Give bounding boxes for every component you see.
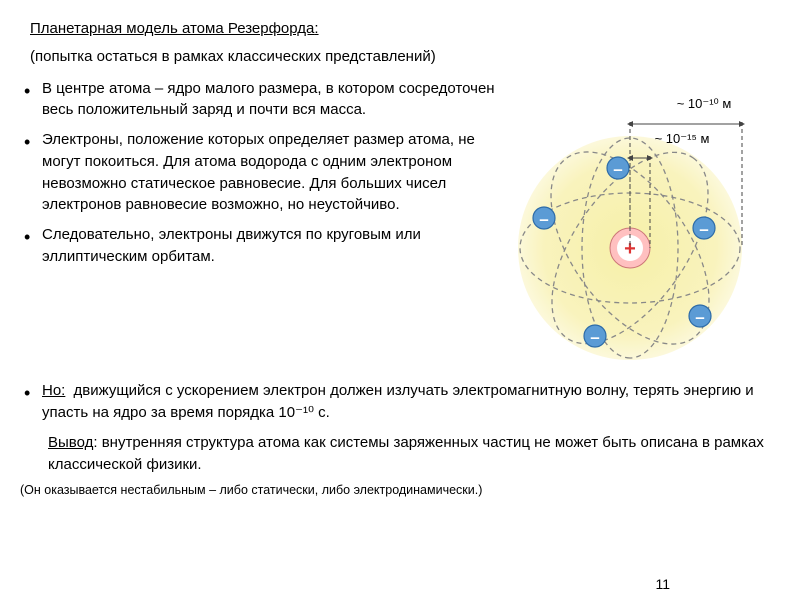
minus-icon: –	[590, 327, 599, 346]
list-item-no: Но: движущийся с ускорением электрон дол…	[20, 380, 780, 424]
minus-icon: –	[695, 307, 704, 326]
slide-title: Планетарная модель атома Резерфорда:	[30, 18, 780, 40]
bullet-list-wide: Но: движущийся с ускорением электрон дол…	[20, 380, 780, 424]
list-item: Следовательно, электроны движутся по кру…	[20, 224, 500, 268]
dimension-label: ~ 10⁻¹⁰ м	[677, 96, 732, 111]
bullet-list-narrow: В центре атома – ядро малого размера, в …	[20, 78, 500, 268]
no-label: Но:	[42, 382, 65, 399]
conclusion: Вывод: внутренняя структура атома как си…	[48, 432, 780, 476]
minus-icon: –	[539, 209, 548, 228]
no-text-inline: движущийся с ускорением электрон должен …	[42, 382, 754, 421]
content-row: В центре атома – ядро малого размера, в …	[20, 78, 780, 375]
conclusion-label: Вывод	[48, 434, 93, 451]
slide-subtitle: (попытка остаться в рамках классических …	[30, 46, 780, 68]
list-item: В центре атома – ядро малого размера, в …	[20, 78, 500, 122]
text-column: В центре атома – ядро малого размера, в …	[20, 78, 500, 375]
small-note: (Он оказывается нестабильным – либо стат…	[20, 481, 780, 499]
minus-icon: –	[613, 159, 622, 178]
conclusion-text: : внутренняя структура атома как системы…	[48, 434, 764, 473]
title-text: Планетарная модель атома Резерфорда	[30, 20, 314, 37]
minus-icon: –	[699, 219, 708, 238]
diagram-column: + ––––– ~ 10⁻¹⁰ м~ 10⁻¹⁵ м	[500, 78, 780, 375]
atom-diagram: + ––––– ~ 10⁻¹⁰ м~ 10⁻¹⁵ м	[500, 78, 780, 368]
list-item: Электроны, положение которых определяет …	[20, 129, 500, 216]
dimension-label: ~ 10⁻¹⁵ м	[655, 131, 710, 146]
page-number: 11	[655, 574, 670, 594]
